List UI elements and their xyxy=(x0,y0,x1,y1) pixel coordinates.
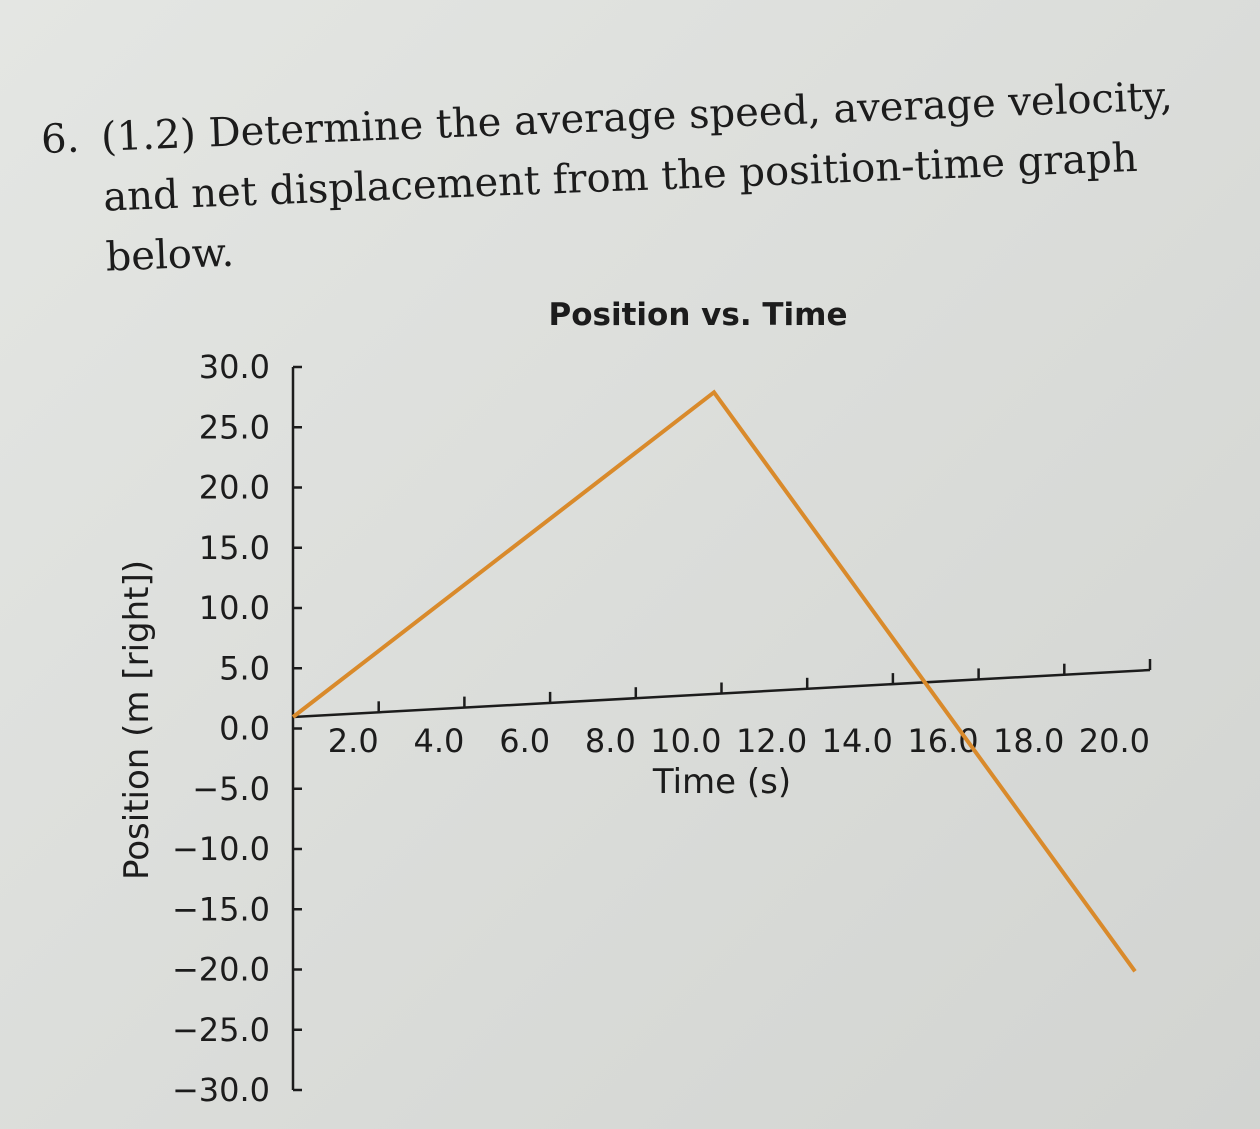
y-tick-label: −25.0 xyxy=(172,1011,270,1049)
y-tick-label: 30.0 xyxy=(199,348,270,386)
x-tick-label: 12.0 xyxy=(736,722,807,760)
position-series-line xyxy=(291,389,1137,973)
y-tick-label: 15.0 xyxy=(199,529,270,567)
y-tick-label: 5.0 xyxy=(219,649,270,687)
chart-title: Position vs. Time xyxy=(548,297,847,333)
x-ticks: 2.0 4.0 6.0 8.0 10.0 12.0 14.0 16.0 18.0 20.0 xyxy=(328,659,1152,760)
y-tick-label: 0.0 xyxy=(219,710,270,748)
x-tick-label: 14.0 xyxy=(822,722,893,760)
x-tick-label: 10.0 xyxy=(650,722,721,760)
y-tick-label: −30.0 xyxy=(172,1071,270,1109)
x-tick-label: 2.0 xyxy=(328,722,379,760)
x-axis-title: Time (s) xyxy=(652,762,791,802)
y-tick-label: 25.0 xyxy=(199,408,270,446)
x-tick-label: 8.0 xyxy=(585,722,636,760)
y-tick-label: −10.0 xyxy=(172,830,270,868)
y-ticks: 30.0 25.0 20.0 15.0 10.0 5.0 0.0 −5.0 −10.0 −15.0… xyxy=(172,348,302,1109)
x-tick-label: 20.0 xyxy=(1079,722,1150,760)
y-tick-label: −5.0 xyxy=(192,770,270,808)
x-tick-label: 18.0 xyxy=(993,722,1064,760)
y-tick-label: 10.0 xyxy=(199,589,270,627)
series xyxy=(291,389,1137,973)
x-tick-label: 4.0 xyxy=(414,722,465,760)
y-tick-label: 20.0 xyxy=(199,469,270,507)
y-tick-label: −15.0 xyxy=(172,890,270,928)
y-axis-title: Position (m [right]) xyxy=(117,560,157,880)
x-tick-label: 6.0 xyxy=(499,722,550,760)
y-tick-label: −20.0 xyxy=(172,951,270,989)
